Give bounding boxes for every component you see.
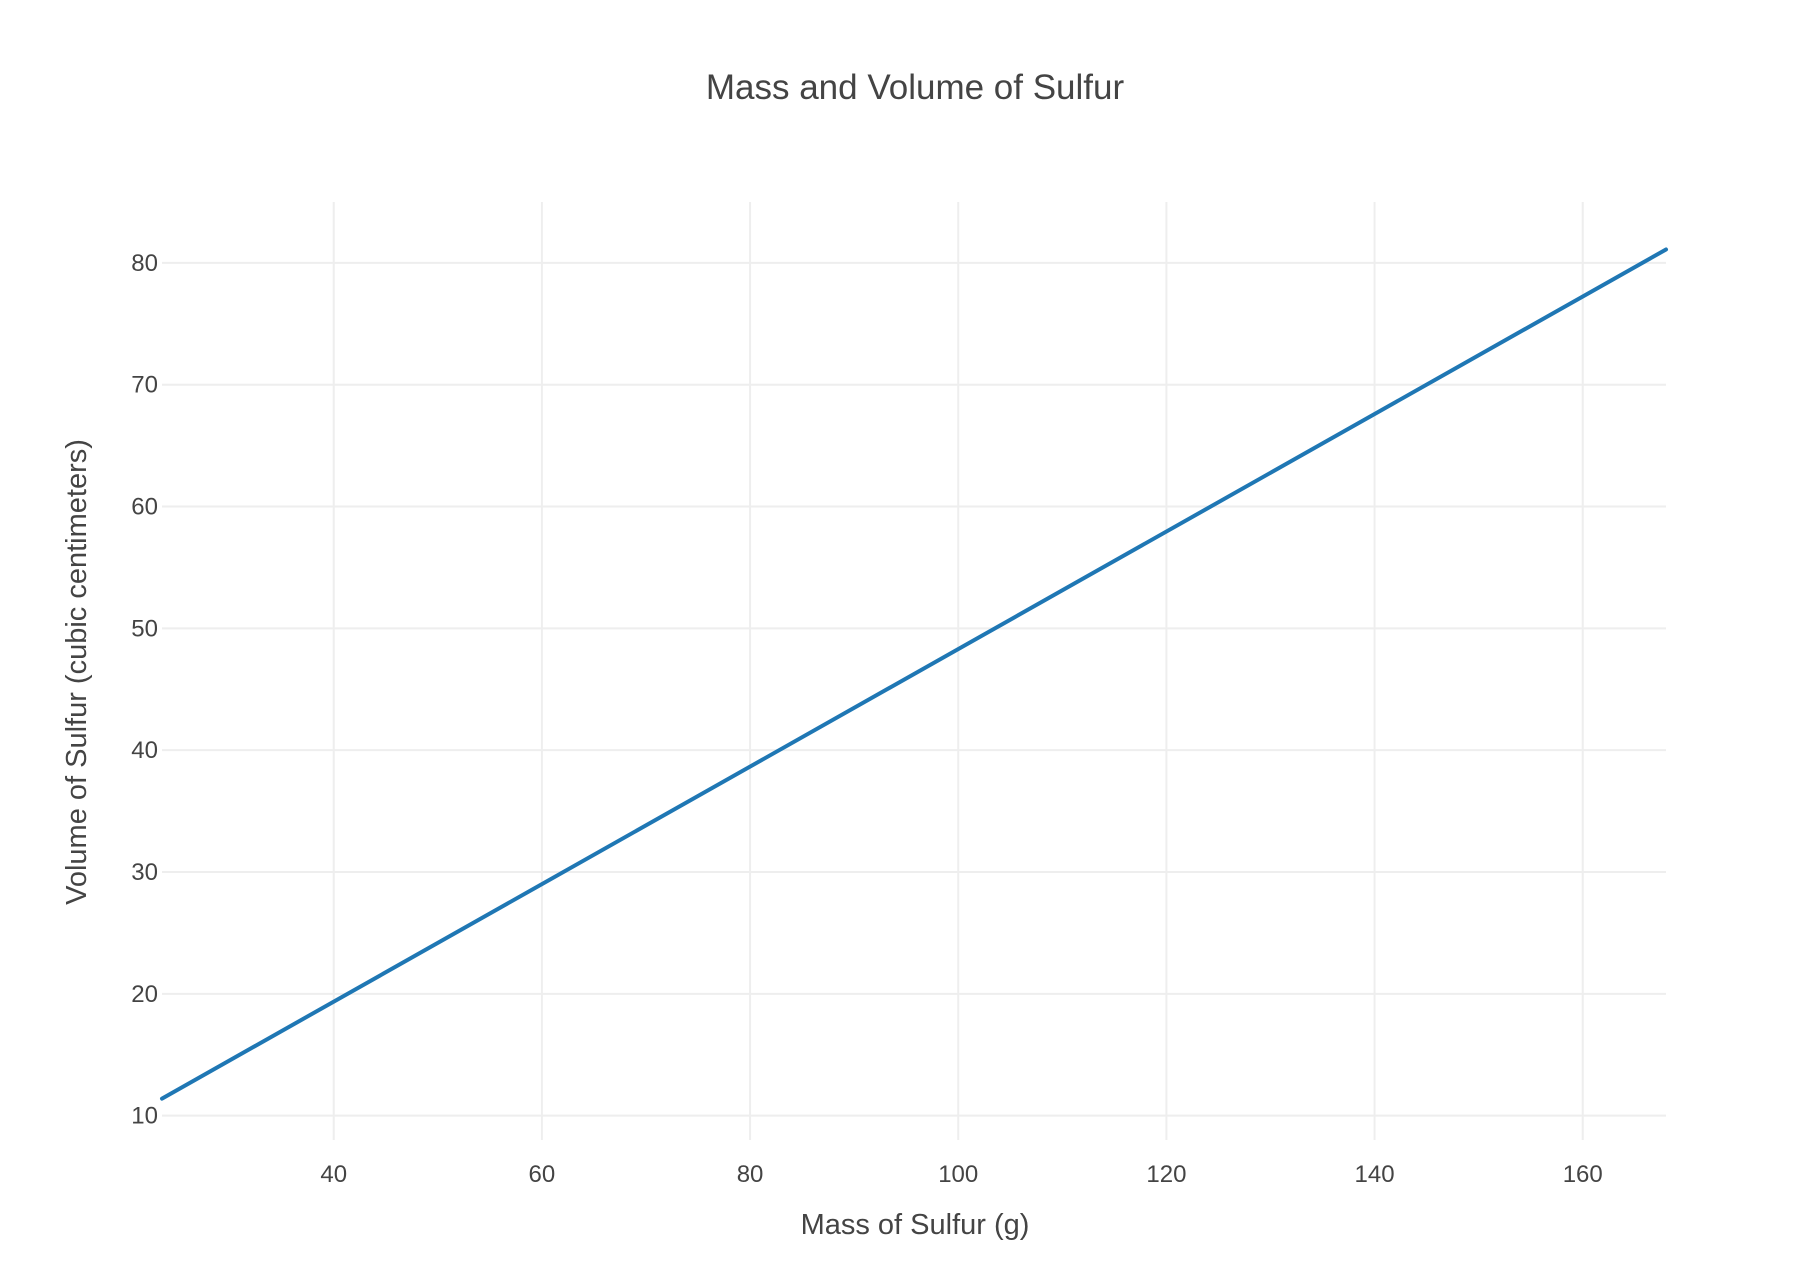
y-tick-labels: 10 20 30 40 50 60 70 80 xyxy=(131,250,158,1130)
y-axis-label: Volume of Sulfur (cubic centimeters) xyxy=(61,439,93,905)
x-tick-label: 100 xyxy=(938,1161,978,1188)
y-tick-label: 20 xyxy=(131,981,158,1008)
y-tick-label: 50 xyxy=(131,615,158,642)
y-tick-label: 70 xyxy=(131,372,158,399)
chart-title: Mass and Volume of Sulfur xyxy=(706,68,1125,107)
x-tick-label: 140 xyxy=(1355,1161,1395,1188)
series-layer xyxy=(160,247,1668,1101)
y-tick-label: 40 xyxy=(131,737,158,764)
y-tick-label: 10 xyxy=(131,1103,158,1130)
grid-lines xyxy=(162,202,1666,1140)
x-tick-label: 80 xyxy=(737,1161,764,1188)
x-tick-labels: 40 60 80 100 120 140 160 xyxy=(320,1161,1602,1188)
y-tick-label: 80 xyxy=(131,250,158,277)
x-tick-label: 40 xyxy=(320,1161,347,1188)
x-tick-label: 160 xyxy=(1563,1161,1603,1188)
y-tick-label: 60 xyxy=(131,494,158,521)
x-tick-label: 120 xyxy=(1146,1161,1186,1188)
y-tick-label: 30 xyxy=(131,859,158,886)
x-axis-label: Mass of Sulfur (g) xyxy=(801,1209,1030,1241)
x-tick-label: 60 xyxy=(529,1161,556,1188)
series-line-volume xyxy=(160,247,1668,1101)
